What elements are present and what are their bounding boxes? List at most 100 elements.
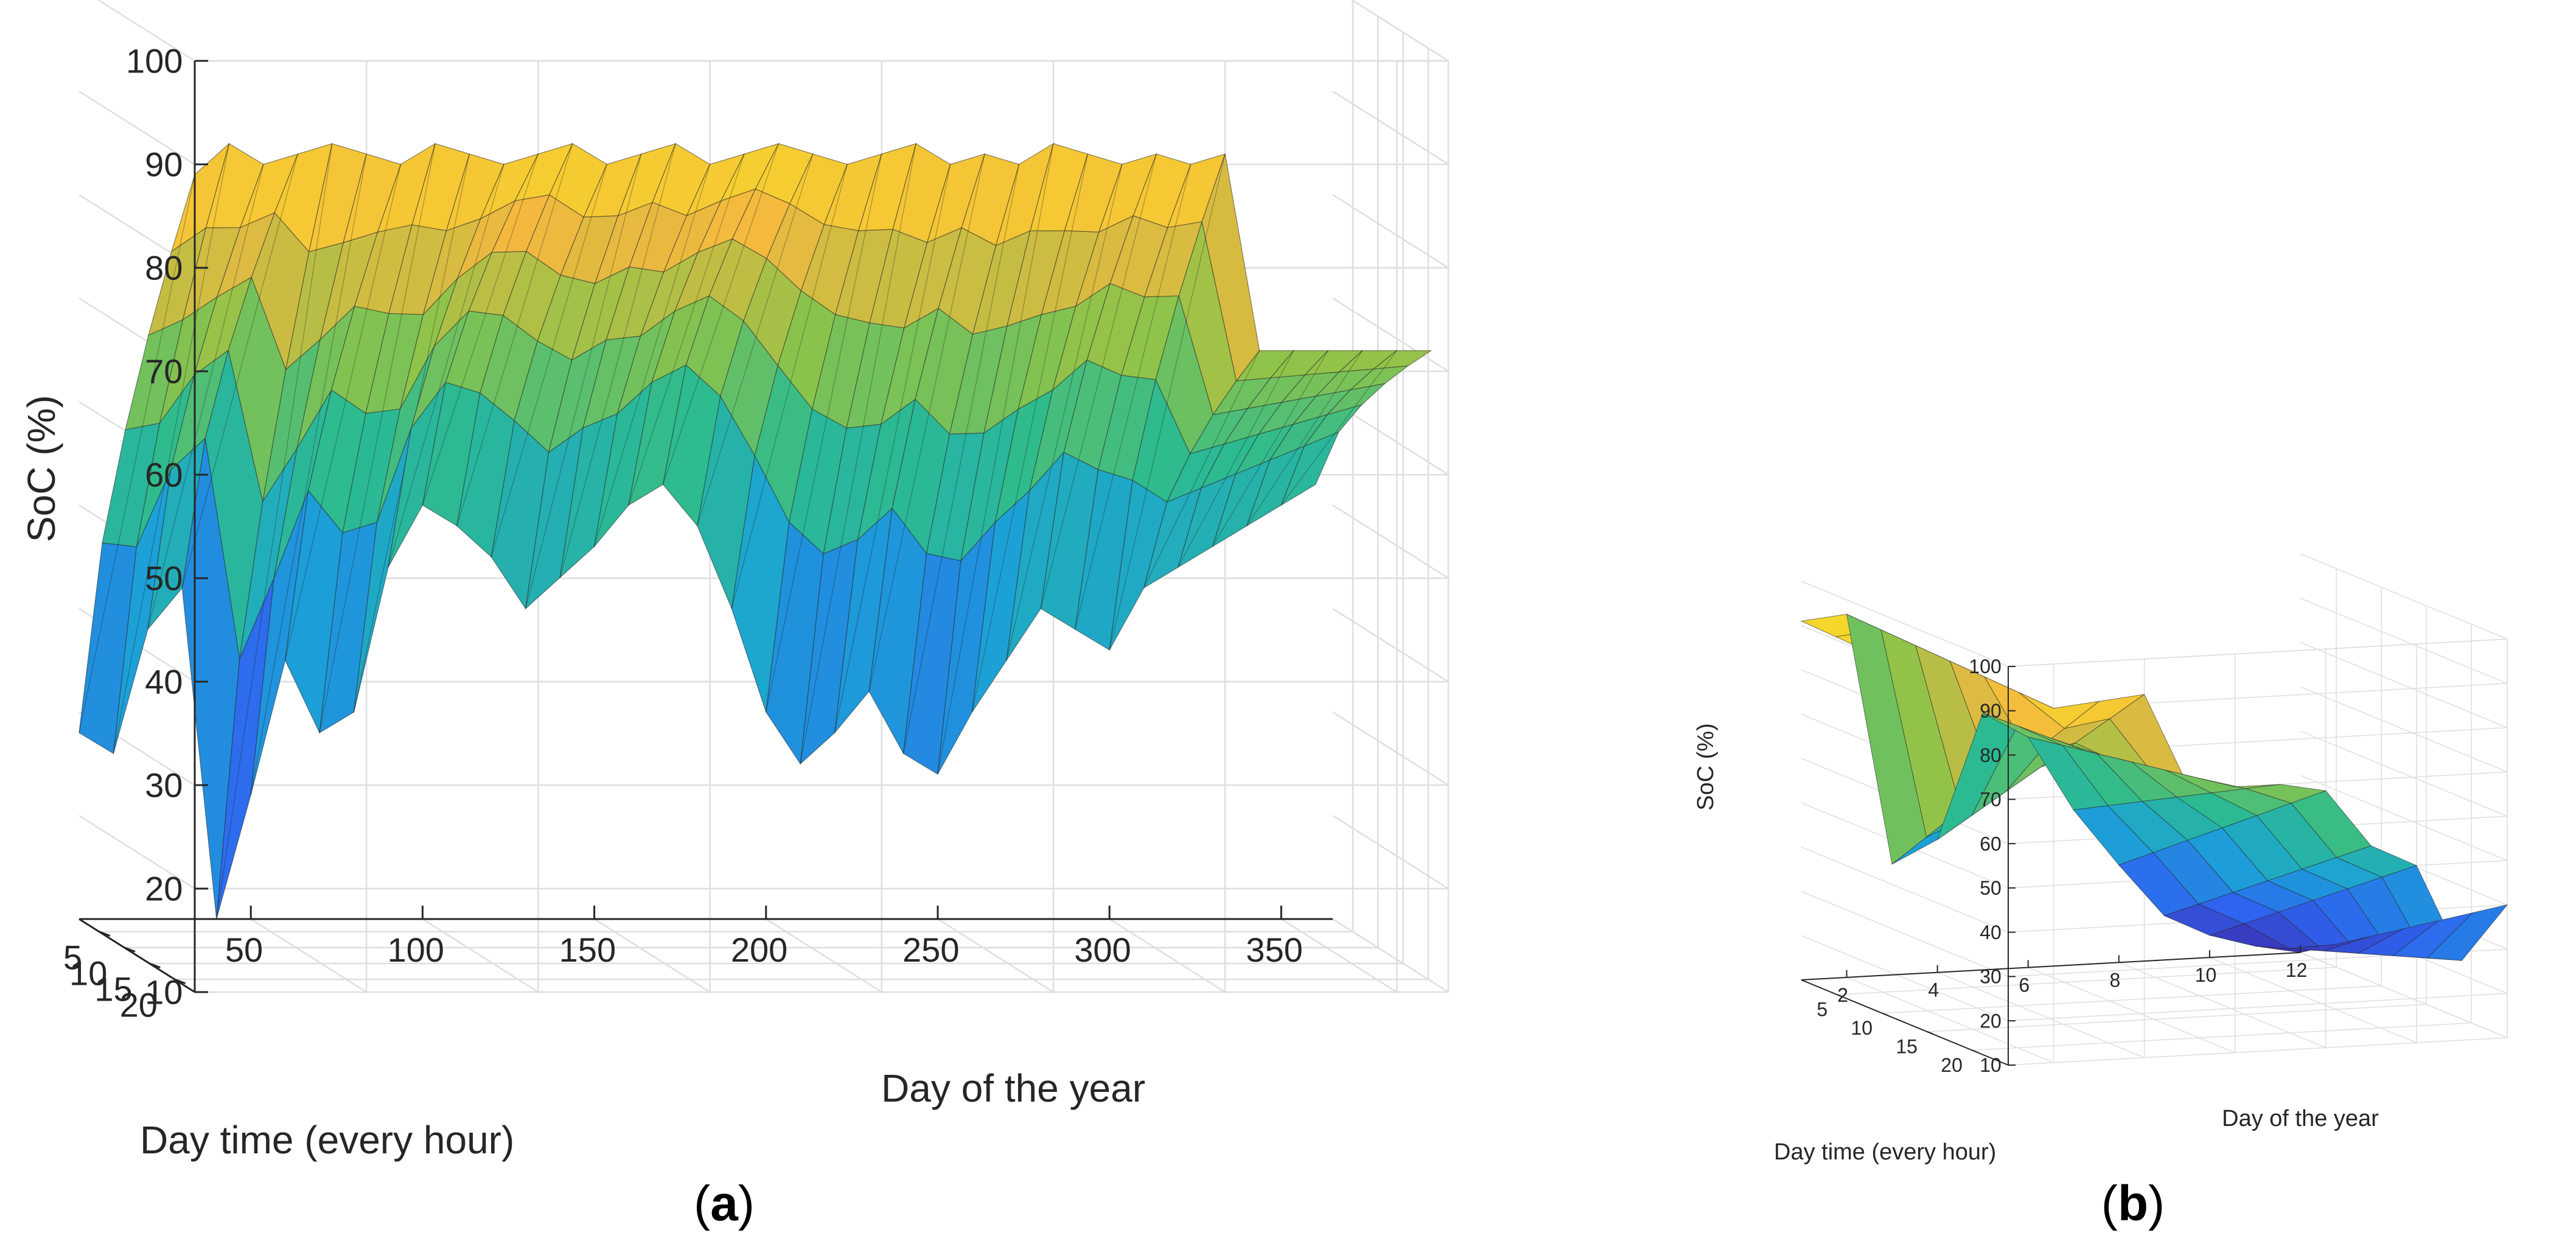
surface-mesh-line xyxy=(868,153,985,692)
x-tick-label: 4 xyxy=(1928,979,1939,1001)
z-tick-label: 20 xyxy=(1980,1010,2002,1032)
surface-mesh-line xyxy=(662,143,780,485)
surface-mesh-line xyxy=(800,143,916,764)
gridline-y xyxy=(1837,568,2337,996)
x-tick-label: 50 xyxy=(225,931,263,969)
gridline-z xyxy=(97,0,1448,62)
gridline-x xyxy=(1846,663,2054,1064)
gridline-y xyxy=(149,32,1404,965)
surface-mesh-line xyxy=(181,153,298,589)
panel-a-surface xyxy=(79,142,1433,920)
surface-mesh-line xyxy=(1040,153,1157,609)
surface-mesh-line xyxy=(1280,350,1397,506)
z-tick-label: 60 xyxy=(1980,833,2002,855)
z-tick-label: 60 xyxy=(145,456,183,494)
y-tick xyxy=(124,946,136,953)
surface-patch xyxy=(2426,904,2508,961)
z-tick-label: 100 xyxy=(1969,655,2001,677)
x-axis-line xyxy=(1801,952,2301,981)
surface-patch xyxy=(1372,350,1433,369)
surface-mesh-line xyxy=(731,164,848,609)
y-tick-label: 15 xyxy=(94,970,132,1009)
panel-a-caption-open: ( xyxy=(694,1176,710,1231)
y-tick-label: 15 xyxy=(1896,1035,1918,1057)
surface-mesh-line xyxy=(1178,350,1294,568)
surface-mesh-line xyxy=(1006,164,1123,661)
gridline-y xyxy=(1927,606,2427,1032)
gridline-z-right xyxy=(2300,730,2508,817)
z-tick-label: 50 xyxy=(1980,877,2002,899)
x-tick-label: 200 xyxy=(731,931,787,969)
z-tick-label: 20 xyxy=(145,870,183,908)
surface-mesh-line xyxy=(834,164,951,733)
panel-a-caption-label: a xyxy=(710,1176,739,1231)
gridline-z-right xyxy=(1332,918,1449,993)
panel-b-caption-label: b xyxy=(2118,1176,2148,1231)
surface-mesh-line xyxy=(1212,350,1328,547)
y-tick-label: 20 xyxy=(1941,1054,1963,1076)
panel-a-ylabel: Day time (every hour) xyxy=(140,1118,514,1162)
gridline-z-right xyxy=(1332,297,1449,372)
y-tick xyxy=(149,962,161,969)
gridline-y xyxy=(99,0,1354,933)
panel-a-caption: (a) xyxy=(694,1176,755,1231)
x-tick-label: 6 xyxy=(2019,974,2030,996)
surface-mesh-line xyxy=(971,153,1088,713)
surface-mesh-line xyxy=(1246,350,1363,526)
gridline-z-right xyxy=(2300,598,2508,684)
y-tick xyxy=(1837,994,1844,998)
z-tick-label: 30 xyxy=(1980,966,2002,988)
panel-b-caption-close: ) xyxy=(2148,1176,2165,1231)
gridline-z-right xyxy=(1332,607,1449,683)
surface-mesh-line xyxy=(490,164,607,558)
gridline-z-right xyxy=(2300,686,2508,773)
panel-a-caption-close: ) xyxy=(738,1176,755,1231)
surface-mesh-line xyxy=(697,153,814,526)
panel-b-axes: 10 20 30 40 50 60 70 80 90 100 2 4 6 8 10 12 5 10 15 20 xyxy=(1801,655,2307,1076)
surface-mesh-line xyxy=(1075,164,1192,630)
y-tick xyxy=(174,978,186,985)
panel-b-xlabel: Day of the year xyxy=(2222,1106,2379,1131)
surface-mesh-line xyxy=(937,143,1054,775)
x-tick-label: 12 xyxy=(2286,959,2308,981)
x-tick-label: 10 xyxy=(2195,964,2217,986)
gridline-y xyxy=(174,48,1429,981)
surface-mesh-line xyxy=(285,164,402,661)
y-tick-label: 10 xyxy=(1851,1017,1873,1039)
z-tick-label: 30 xyxy=(145,766,183,805)
z-tick-label: 100 xyxy=(126,42,183,80)
gridline-y xyxy=(1882,587,2382,1014)
z-tick-label: 50 xyxy=(145,559,183,598)
z-tick-label: 80 xyxy=(145,249,183,287)
x-tick-label: 100 xyxy=(387,931,444,969)
surface-mesh-line xyxy=(525,153,642,609)
z-tick-label: 90 xyxy=(145,145,183,184)
panel-b: 10 20 30 40 50 60 70 80 90 100 2 4 6 8 10 12 5 10 15 20 SoC… xyxy=(1693,553,2508,1231)
surface-mesh-line xyxy=(766,153,882,713)
surface-mesh-line xyxy=(79,174,195,733)
z-tick-label: 70 xyxy=(1980,789,2002,811)
y-tick-label: 5 xyxy=(63,938,82,976)
panel-a: 10 20 30 40 50 60 70 80 90 100 50 100 150 200 250 300 35… xyxy=(19,0,1450,1231)
y-tick xyxy=(1972,1049,1978,1054)
x-tick-label: 300 xyxy=(1074,931,1131,969)
surface-mesh-line xyxy=(422,153,539,506)
panel-b-caption: (b) xyxy=(2101,1176,2165,1231)
surface-mesh-line xyxy=(113,143,230,754)
gridline-z-right xyxy=(1332,194,1449,269)
x-tick-label: 150 xyxy=(559,931,616,969)
gridline-x xyxy=(1280,61,1398,994)
z-tick-label: 40 xyxy=(1980,921,2002,943)
surface-mesh-line xyxy=(216,143,333,920)
gridline-y xyxy=(124,16,1379,949)
gridline-x xyxy=(2118,649,2326,1049)
gridline-z-right xyxy=(1332,711,1449,786)
box-edge xyxy=(2008,638,2508,667)
panel-b-ylabel: Day time (every hour) xyxy=(1774,1139,1996,1165)
surface-mesh-line xyxy=(594,164,711,547)
panel-b-surface xyxy=(1800,614,2508,961)
y-tick-label: 5 xyxy=(1817,999,1827,1021)
surface-mesh-line xyxy=(456,143,573,526)
panel-b-zlabel: SoC (%) xyxy=(1693,723,1719,811)
